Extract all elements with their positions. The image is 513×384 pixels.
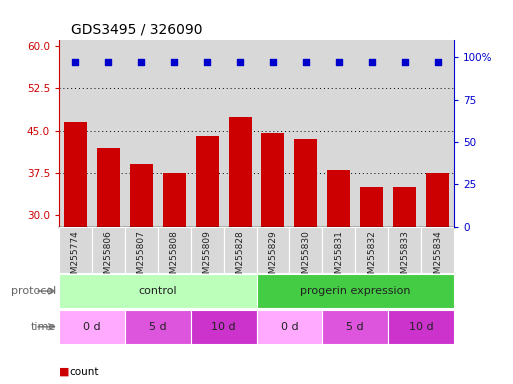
Text: GSM255830: GSM255830 xyxy=(301,230,310,285)
Bar xyxy=(388,227,421,273)
Text: GSM255774: GSM255774 xyxy=(71,230,80,285)
Text: 10 d: 10 d xyxy=(409,322,433,332)
Bar xyxy=(256,40,289,227)
Text: GSM255834: GSM255834 xyxy=(433,230,442,285)
Bar xyxy=(64,122,87,227)
Bar xyxy=(322,40,355,227)
Text: count: count xyxy=(69,367,99,377)
Bar xyxy=(228,116,251,227)
Bar xyxy=(125,40,157,227)
Text: GSM255833: GSM255833 xyxy=(400,230,409,285)
Bar xyxy=(426,173,449,227)
Point xyxy=(302,59,310,65)
Point xyxy=(433,59,442,65)
Text: GSM255806: GSM255806 xyxy=(104,230,113,285)
Point xyxy=(170,59,179,65)
Bar xyxy=(130,164,153,227)
Text: GDS3495 / 326090: GDS3495 / 326090 xyxy=(71,22,202,36)
Text: time: time xyxy=(31,322,56,332)
Bar xyxy=(355,40,388,227)
Text: GSM255808: GSM255808 xyxy=(170,230,179,285)
Bar xyxy=(327,170,350,227)
Text: protocol: protocol xyxy=(11,286,56,296)
Point xyxy=(104,59,112,65)
Bar xyxy=(97,147,120,227)
Bar xyxy=(157,40,191,227)
Bar xyxy=(322,227,355,273)
Text: ■: ■ xyxy=(59,367,69,377)
Point xyxy=(71,59,80,65)
Text: 0 d: 0 d xyxy=(281,322,298,332)
Bar xyxy=(158,227,191,273)
Bar xyxy=(92,40,125,227)
Text: 5 d: 5 d xyxy=(346,322,364,332)
Text: control: control xyxy=(139,286,177,296)
Point xyxy=(203,59,211,65)
Bar xyxy=(59,40,92,227)
Bar xyxy=(256,227,289,273)
Bar xyxy=(360,187,383,227)
Bar xyxy=(262,133,285,227)
Text: GSM255828: GSM255828 xyxy=(235,230,245,285)
Point xyxy=(401,59,409,65)
Text: GSM255829: GSM255829 xyxy=(268,230,278,285)
Point xyxy=(269,59,277,65)
Bar xyxy=(59,274,256,308)
Text: progerin expression: progerin expression xyxy=(300,286,410,296)
Text: GSM255807: GSM255807 xyxy=(137,230,146,285)
Bar xyxy=(92,227,125,273)
Bar xyxy=(191,40,224,227)
Bar xyxy=(125,310,191,344)
Bar xyxy=(224,227,256,273)
Bar xyxy=(322,310,388,344)
Bar xyxy=(289,40,322,227)
Bar xyxy=(256,274,454,308)
Text: 0 d: 0 d xyxy=(83,322,101,332)
Point xyxy=(137,59,145,65)
Text: 5 d: 5 d xyxy=(149,322,167,332)
Bar xyxy=(125,227,158,273)
Point xyxy=(368,59,376,65)
Text: GSM255831: GSM255831 xyxy=(334,230,343,285)
Point xyxy=(334,59,343,65)
Bar xyxy=(256,310,322,344)
Bar xyxy=(163,173,186,227)
Bar xyxy=(59,310,125,344)
Bar xyxy=(289,227,322,273)
Point xyxy=(236,59,244,65)
Bar xyxy=(393,187,416,227)
Bar xyxy=(388,310,454,344)
Bar xyxy=(388,40,421,227)
Bar xyxy=(195,136,219,227)
Text: 10 d: 10 d xyxy=(211,322,236,332)
Bar xyxy=(59,227,92,273)
Bar xyxy=(191,227,224,273)
Bar xyxy=(355,227,388,273)
Text: GSM255809: GSM255809 xyxy=(203,230,212,285)
Bar xyxy=(421,227,454,273)
Bar xyxy=(421,40,454,227)
Bar xyxy=(294,139,318,227)
Bar xyxy=(191,310,256,344)
Text: GSM255832: GSM255832 xyxy=(367,230,376,285)
Bar xyxy=(224,40,256,227)
